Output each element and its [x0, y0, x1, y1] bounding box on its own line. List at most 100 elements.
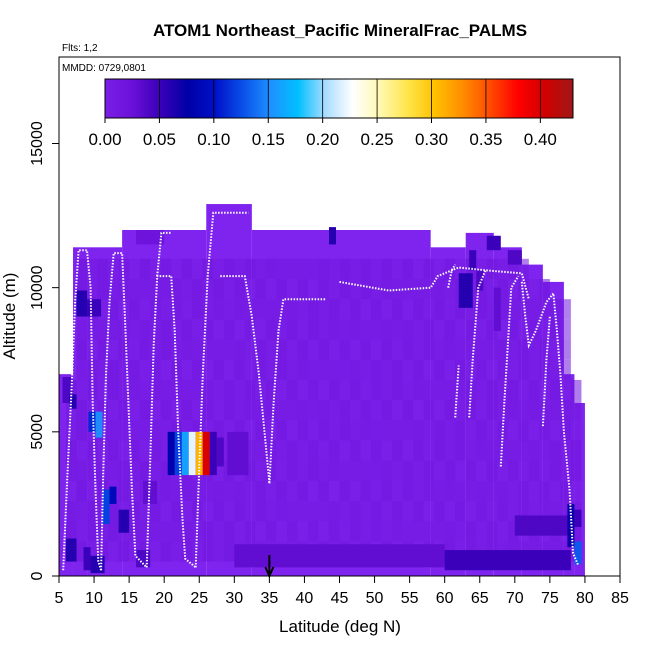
background-cell: [265, 480, 277, 502]
data-cell: [95, 411, 103, 438]
background-cell: [118, 379, 130, 401]
data-cell: [188, 431, 196, 476]
background-cell: [202, 299, 214, 320]
background-cell: [360, 501, 372, 522]
data-cell: [202, 431, 210, 476]
background-cell: [392, 400, 403, 421]
background-cell: [97, 359, 109, 380]
background-cell: [255, 299, 266, 320]
data-cell: [209, 431, 217, 476]
background-cell: [129, 440, 140, 461]
background-cell: [223, 299, 235, 320]
background-cell: [539, 440, 550, 461]
background-cell: [444, 501, 456, 522]
background-cell: [76, 521, 88, 542]
y-tick-label: 5000: [29, 414, 46, 450]
background-cell: [171, 420, 182, 441]
background-cell: [413, 521, 424, 542]
background-cell: [328, 420, 340, 441]
background-cell: [518, 420, 529, 441]
background-cell: [497, 379, 508, 401]
background-cell: [507, 501, 519, 522]
background-cell: [549, 339, 561, 360]
data-cell: [83, 547, 91, 571]
background-cell: [413, 440, 424, 461]
background-cell: [97, 258, 109, 280]
colorbar-tick-label: 0.10: [197, 130, 230, 149]
x-tick-label: 60: [436, 590, 454, 607]
background-cell: [171, 541, 182, 562]
background-cell: [265, 258, 277, 280]
background-cell: [118, 319, 130, 340]
background-cell: [402, 299, 414, 320]
background-cell: [486, 420, 498, 441]
background-cell: [371, 400, 382, 421]
background-cell: [181, 258, 193, 280]
background-cell: [507, 258, 519, 280]
background-cell: [444, 339, 456, 360]
background-cell: [423, 460, 435, 481]
background-cell: [286, 400, 298, 421]
background-cell: [392, 521, 403, 542]
background-cell: [76, 440, 88, 461]
background-cell: [518, 319, 529, 340]
x-tick-label: 50: [366, 590, 384, 607]
background-cell: [118, 359, 130, 380]
data-cell: [69, 394, 77, 409]
background-cell: [486, 258, 498, 280]
background-cell: [87, 400, 98, 421]
background-cell: [339, 501, 351, 522]
background-cell: [392, 501, 403, 522]
background-cell: [486, 440, 498, 461]
background-cell: [328, 400, 340, 421]
background-cell: [129, 339, 140, 360]
background-cell: [139, 460, 151, 481]
background-cell: [381, 359, 393, 380]
background-cell: [539, 460, 550, 481]
background-cell: [486, 359, 498, 380]
background-cell: [413, 400, 424, 421]
background-cell: [339, 400, 351, 421]
flight-track-9: [499, 275, 520, 467]
background-cell: [244, 440, 256, 461]
background-cell: [360, 521, 372, 542]
background-cell: [192, 339, 203, 360]
background-cell: [339, 480, 351, 502]
background-cell: [223, 501, 235, 522]
y-tick-label: 15000: [29, 121, 46, 166]
background-cell: [381, 501, 393, 522]
background-cell: [66, 440, 77, 461]
background-cell: [223, 400, 235, 421]
background-cell: [76, 541, 88, 562]
background-cell: [66, 501, 77, 522]
date-label: MMDD: 0729,0801: [62, 63, 146, 74]
background-cell: [528, 299, 540, 320]
background-cell: [307, 501, 319, 522]
background-cell: [76, 339, 88, 360]
background-cell: [181, 541, 193, 562]
background-cell: [244, 460, 256, 481]
background-cell: [307, 279, 319, 300]
background-cell: [560, 400, 571, 421]
background-cell: [528, 359, 540, 380]
background-cell: [528, 379, 540, 401]
background-cell: [129, 279, 140, 300]
data-cell: [227, 431, 249, 476]
background-cell: [139, 501, 151, 522]
background-cell: [97, 279, 109, 300]
background-cell: [150, 258, 161, 280]
background-cell: [570, 480, 582, 502]
background-cell: [118, 279, 130, 300]
background-cell: [465, 521, 477, 542]
data-cell: [88, 411, 96, 432]
flight-track-12: [447, 264, 457, 288]
background-cell: [423, 420, 435, 441]
background-cell: [465, 319, 477, 340]
background-cell: [413, 501, 424, 522]
background-cell: [276, 339, 287, 360]
background-cell: [465, 480, 477, 502]
background-cell: [381, 379, 393, 401]
colorbar: 0.00 0.05 0.10 0.15 0.20 0.25 0.30 0.35 0.40: [88, 78, 574, 149]
background-cell: [381, 460, 393, 481]
background-cell: [465, 299, 477, 320]
